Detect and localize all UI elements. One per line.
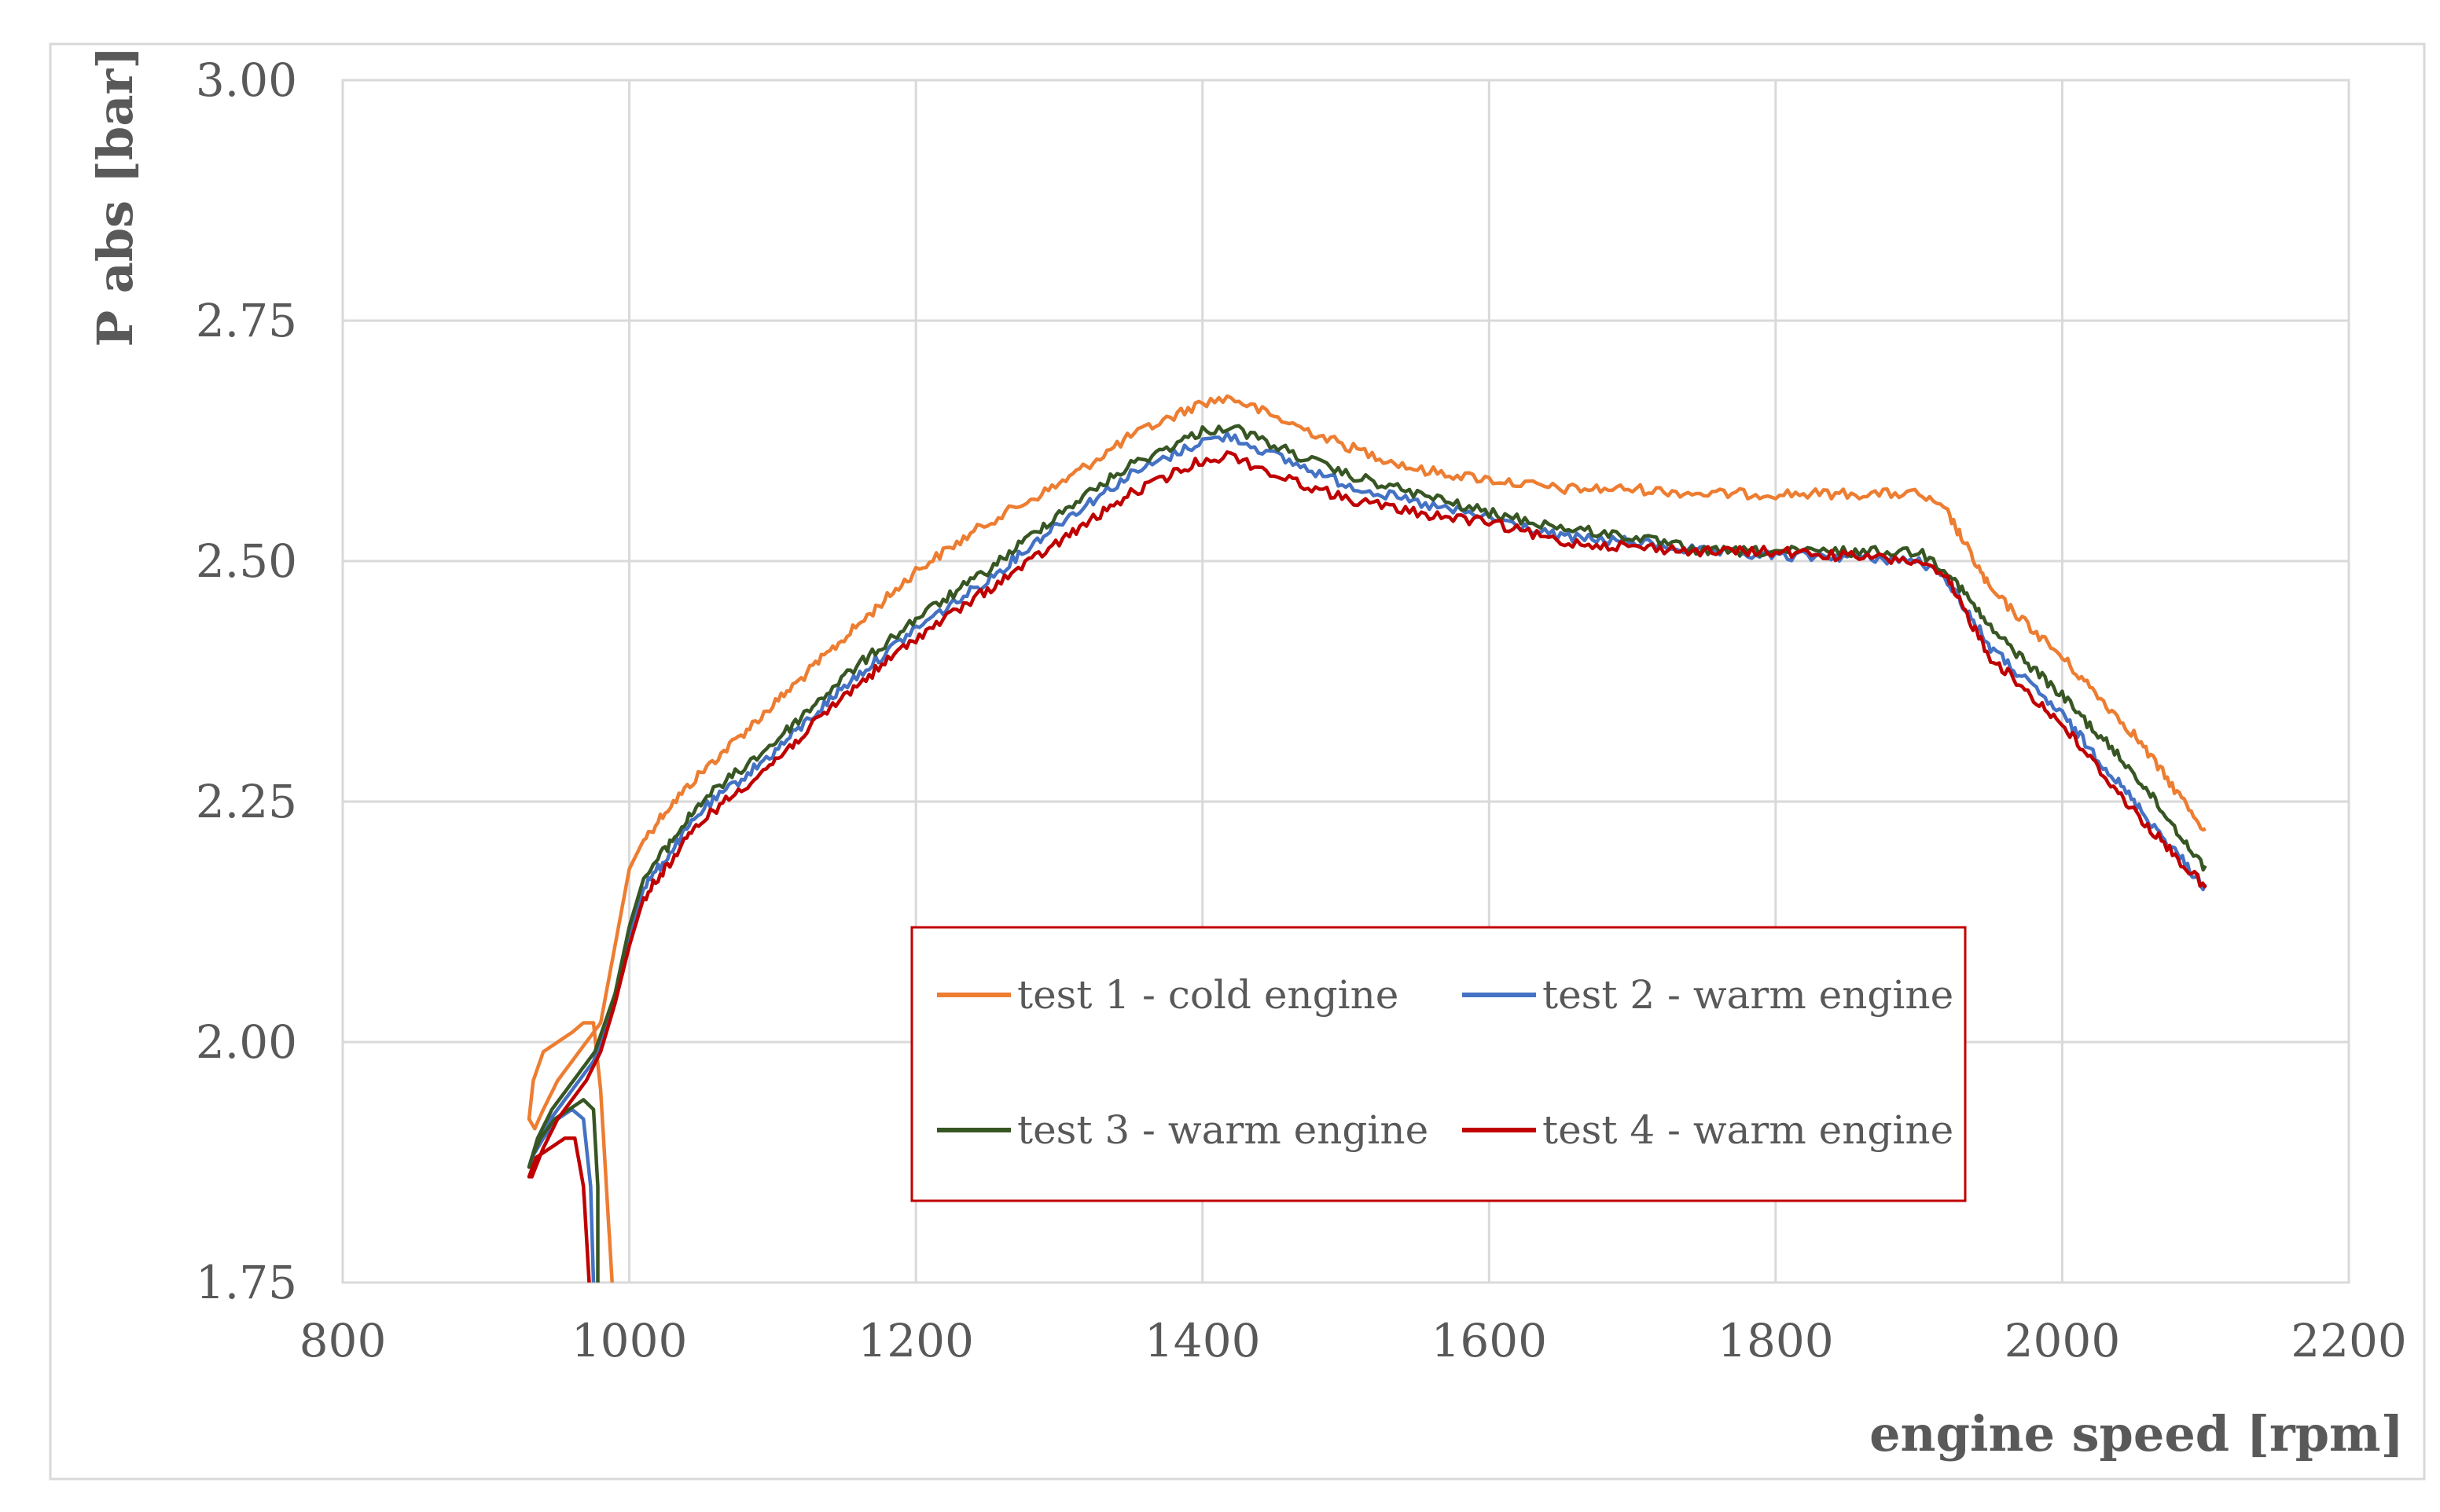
x-tick-label: 2000 [2005, 1314, 2121, 1367]
x-tick-label: 1800 [1718, 1314, 1834, 1367]
y-tick-label: 3.00 [196, 53, 297, 107]
series-line-test-3 [527, 424, 2207, 1283]
series-line-test-1 [527, 394, 2207, 1283]
y-tick-label: 2.75 [196, 294, 297, 347]
x-tick-label: 1600 [1431, 1314, 1547, 1367]
legend-label-test-2: test 2 - warm engine [1542, 972, 1953, 1018]
legend-label-test-3: test 3 - warm engine [1017, 1107, 1428, 1153]
x-tick-label: 2200 [2291, 1314, 2407, 1367]
y-tick-label: 1.75 [196, 1256, 297, 1309]
axis-ticks: 800 1000 1200 1400 1600 1800 2000 2200 1.75 2.00 2… [196, 53, 2407, 1367]
legend-box [910, 926, 1967, 1202]
x-tick-label: 1000 [571, 1314, 688, 1367]
x-tick-label: 1200 [858, 1314, 974, 1367]
series-line-test-4 [527, 450, 2207, 1283]
series-group [527, 394, 2207, 1283]
y-tick-label: 2.00 [196, 1015, 297, 1069]
y-tick-label: 2.50 [196, 534, 297, 588]
x-tick-label: 1400 [1145, 1314, 1261, 1367]
legend: test 1 - cold engine test 2 - warm engin… [910, 926, 1967, 1202]
y-axis-title: P abs [bar] [86, 46, 144, 347]
legend-label-test-4: test 4 - warm engine [1542, 1107, 1953, 1153]
plot-area [341, 79, 2350, 1284]
chart-frame [49, 42, 2426, 1481]
legend-label-test-1: test 1 - cold engine [1017, 972, 1398, 1018]
x-axis-title: engine speed [rpm] [1869, 1405, 2404, 1462]
x-tick-label: 800 [299, 1314, 387, 1367]
y-tick-label: 2.25 [196, 775, 297, 828]
